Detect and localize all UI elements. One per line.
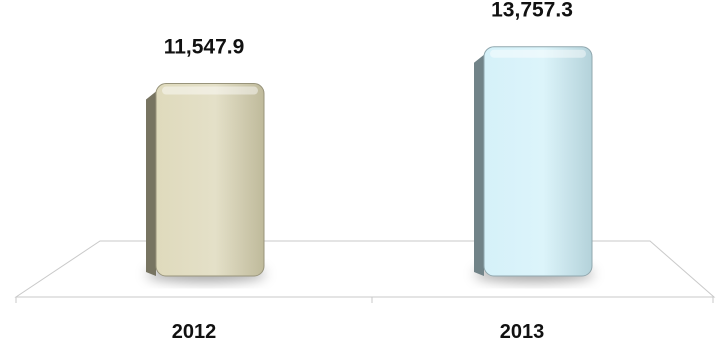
bar-side-face xyxy=(146,91,156,276)
bar-front-face xyxy=(483,46,593,277)
bar-top-highlight xyxy=(162,86,258,95)
category-label-2013: 2013 xyxy=(500,321,545,339)
value-label-2013: 13,757.3 xyxy=(491,0,573,22)
bar-2012 xyxy=(146,83,266,282)
labels-layer: 11,547.9 2012 13,757.3 2013 xyxy=(164,0,573,343)
bar-top-highlight xyxy=(490,49,586,58)
category-label-2012: 2012 xyxy=(172,321,217,339)
bar-2013 xyxy=(474,46,594,282)
bar-side-face xyxy=(474,54,484,276)
value-label-2012: 11,547.9 xyxy=(164,36,245,59)
chart-floor xyxy=(14,240,716,303)
bars-layer xyxy=(146,46,594,282)
floor-plane xyxy=(14,240,716,298)
bar-front-face xyxy=(155,83,265,277)
